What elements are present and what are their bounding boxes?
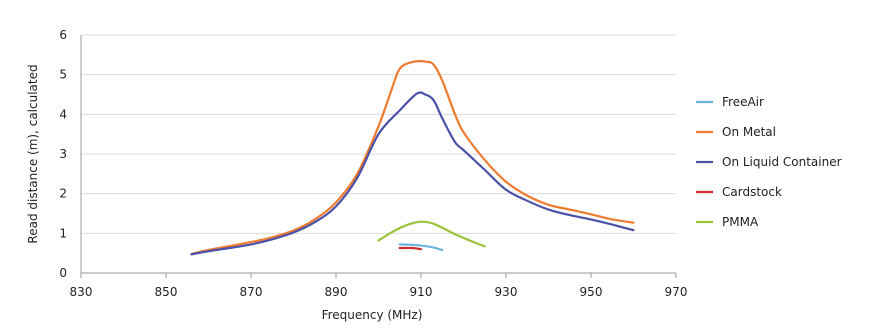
- legend: FreeAir On Metal On Liquid Container Cardst…: [696, 95, 842, 229]
- legend-label-on-liquid-container: On Liquid Container: [722, 155, 842, 169]
- x-tick-label: 970: [665, 285, 688, 299]
- y-tick-labels: 0 1 2 3 4 5 6: [59, 28, 67, 280]
- x-tick-label: 850: [155, 285, 178, 299]
- y-tick-label: 0: [59, 266, 67, 280]
- y-axis-label: Read distance (m), calculated: [26, 64, 40, 243]
- x-tick-label: 830: [70, 285, 93, 299]
- series-line-on-metal: [190, 60, 635, 256]
- series-lines: [190, 60, 635, 256]
- y-tick-label: 3: [59, 147, 67, 161]
- y-tick-label: 1: [59, 226, 67, 240]
- y-tick-label: 5: [59, 68, 67, 82]
- x-tick-labels: 830 850 870 890 910 930 950 970: [70, 285, 688, 299]
- gridlines: [80, 34, 677, 278]
- series-line-on-liquid-container: [190, 91, 635, 256]
- x-tick-label: 930: [495, 285, 518, 299]
- legend-label-pmma: PMMA: [722, 215, 759, 229]
- legend-label-cardstock: Cardstock: [722, 185, 782, 199]
- y-tick-label: 4: [59, 107, 67, 121]
- x-tick-label: 870: [240, 285, 263, 299]
- x-axis-label: Frequency (MHz): [322, 308, 423, 322]
- series-line-cardstock: [398, 246, 423, 251]
- x-tick-label: 910: [410, 285, 433, 299]
- x-tick-label: 950: [580, 285, 603, 299]
- legend-label-freeair: FreeAir: [722, 95, 764, 109]
- y-tick-label: 2: [59, 187, 67, 201]
- series-line-pmma: [377, 220, 486, 248]
- series-line-freeair: [398, 243, 444, 252]
- legend-label-on-metal: On Metal: [722, 125, 776, 139]
- x-tick-label: 890: [325, 285, 348, 299]
- y-tick-label: 6: [59, 28, 67, 42]
